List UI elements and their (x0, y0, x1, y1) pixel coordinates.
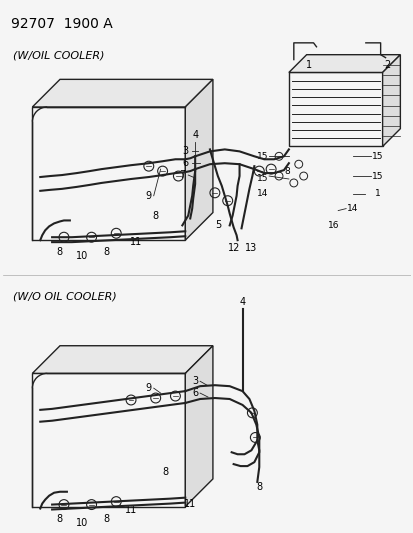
Text: 8: 8 (283, 167, 289, 175)
Text: 8: 8 (103, 514, 109, 524)
Polygon shape (32, 107, 185, 240)
Text: 8: 8 (56, 514, 62, 524)
Polygon shape (185, 346, 212, 506)
Text: 13: 13 (244, 243, 257, 253)
Text: 8: 8 (152, 211, 158, 221)
Polygon shape (382, 55, 399, 147)
Text: 12: 12 (228, 243, 240, 253)
Polygon shape (288, 55, 399, 72)
Polygon shape (185, 79, 212, 240)
Text: 15: 15 (371, 172, 382, 181)
Text: 9: 9 (145, 383, 152, 393)
Polygon shape (32, 79, 212, 107)
Text: (W/O OIL COOLER): (W/O OIL COOLER) (13, 292, 116, 302)
Polygon shape (288, 72, 382, 147)
Text: 14: 14 (256, 189, 267, 198)
Text: 10: 10 (76, 518, 88, 528)
Text: 5: 5 (214, 220, 221, 230)
Text: 10: 10 (76, 251, 88, 261)
Text: (W/OIL COOLER): (W/OIL COOLER) (13, 51, 104, 61)
Text: 1: 1 (374, 189, 380, 198)
Text: 15: 15 (371, 152, 382, 161)
Text: 14: 14 (347, 204, 358, 213)
Text: 1: 1 (305, 60, 311, 69)
Text: 8: 8 (56, 247, 62, 257)
Text: 6: 6 (182, 158, 188, 168)
Text: 15: 15 (256, 152, 267, 161)
Polygon shape (32, 373, 185, 506)
Text: 15: 15 (256, 174, 267, 183)
Text: 4: 4 (192, 130, 198, 140)
Text: 2: 2 (384, 60, 390, 69)
Text: 11: 11 (184, 498, 196, 508)
Text: 8: 8 (103, 247, 109, 257)
Text: 8: 8 (256, 482, 262, 492)
Text: 7: 7 (179, 170, 185, 180)
Text: 8: 8 (162, 467, 168, 477)
Text: 3: 3 (192, 376, 198, 386)
Text: 16: 16 (327, 221, 338, 230)
Polygon shape (32, 346, 212, 373)
Text: 6: 6 (192, 388, 198, 398)
Text: 11: 11 (125, 505, 137, 514)
Text: 11: 11 (130, 237, 142, 247)
Text: 4: 4 (239, 297, 245, 308)
Text: 9: 9 (145, 191, 152, 201)
Text: 92707  1900 A: 92707 1900 A (11, 17, 112, 31)
Text: 3: 3 (182, 147, 188, 156)
